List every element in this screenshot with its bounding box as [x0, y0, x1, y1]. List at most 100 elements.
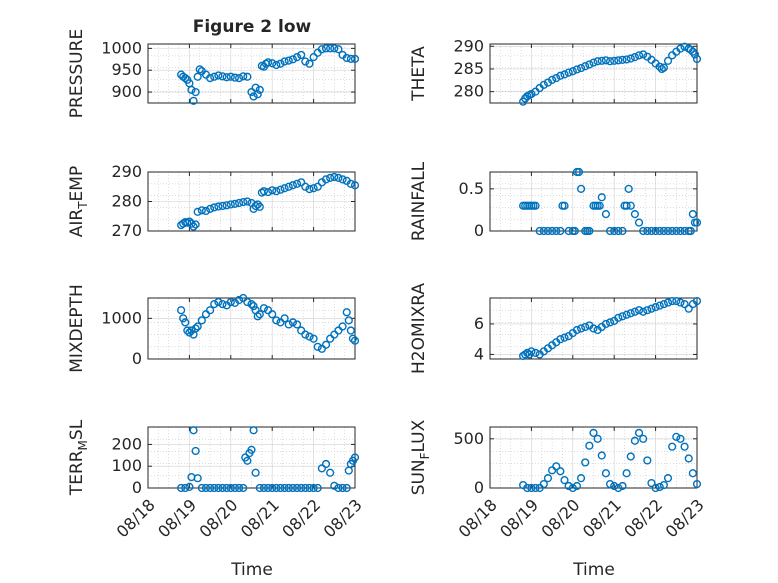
y-axis-label: SUNFLUX — [409, 419, 432, 495]
data-point — [330, 172, 339, 182]
data-point — [572, 481, 582, 491]
data-point — [659, 226, 668, 236]
data-point — [292, 320, 302, 329]
data-point — [249, 302, 258, 311]
data-point — [284, 182, 293, 191]
data-point — [663, 56, 673, 65]
data-point — [297, 483, 306, 493]
data-point — [189, 426, 198, 435]
data-point — [595, 201, 604, 210]
y-tick-label: 0.5 — [459, 179, 484, 198]
data-point — [177, 483, 186, 493]
data-point — [222, 73, 231, 82]
data-point — [201, 206, 211, 216]
data-point — [576, 63, 586, 73]
data-point — [309, 53, 318, 62]
data-point — [317, 45, 326, 54]
data-point — [214, 297, 223, 307]
data-point — [560, 476, 569, 485]
data-point — [284, 56, 293, 65]
data-point — [350, 453, 360, 462]
data-point — [251, 468, 260, 477]
data-point — [601, 469, 611, 478]
data-point — [206, 204, 215, 213]
data-point — [234, 483, 244, 493]
data-point — [655, 301, 664, 310]
data-point — [651, 303, 660, 312]
data-point — [268, 483, 277, 493]
data-point — [226, 483, 235, 493]
data-point — [288, 55, 298, 64]
data-point — [342, 308, 351, 317]
data-point — [630, 436, 640, 445]
data-point — [305, 59, 314, 68]
data-point — [521, 350, 530, 359]
data-point — [680, 442, 689, 451]
data-point — [297, 178, 306, 187]
data-point — [655, 62, 664, 71]
data-point — [201, 310, 211, 319]
data-point — [288, 318, 298, 327]
data-point — [263, 187, 273, 197]
data-point — [334, 483, 343, 493]
data-point — [564, 68, 573, 77]
data-point — [179, 314, 188, 323]
data-point — [253, 200, 262, 209]
data-point — [560, 70, 569, 79]
data-point — [543, 474, 553, 483]
axes-frame — [147, 297, 356, 360]
data-point — [297, 50, 306, 60]
y-axis-label: TERRMSL — [67, 419, 90, 496]
data-point — [585, 60, 594, 69]
data-point — [643, 306, 652, 315]
data-point — [523, 483, 532, 493]
data-point — [676, 434, 685, 443]
panel-rainfall: 0 0.5 RAINFALL — [409, 161, 702, 241]
data-point — [618, 481, 627, 491]
data-point — [531, 201, 540, 210]
data-point — [634, 218, 644, 227]
data-point — [572, 325, 582, 335]
data-point — [330, 330, 339, 339]
data-point — [659, 63, 668, 72]
panel-theta: 280 285 290 THETA — [409, 36, 702, 106]
y-tick-label: 900 — [111, 82, 142, 101]
data-point — [195, 65, 204, 74]
data-point — [626, 201, 635, 210]
y-axis-label: RAINFALL — [409, 161, 429, 241]
panel-air_temp: 270 280 290 AIRTEMP — [67, 162, 360, 240]
data-point — [626, 54, 635, 63]
data-point — [255, 85, 264, 94]
y-tick-label: 500 — [453, 429, 484, 448]
data-point — [338, 483, 347, 493]
data-point — [634, 428, 644, 438]
data-point — [659, 300, 668, 309]
data-point — [556, 226, 565, 236]
x-axis-label-right: Time — [572, 560, 615, 580]
data-point — [692, 54, 702, 64]
data-point — [292, 179, 302, 188]
data-point — [334, 326, 343, 335]
data-point — [576, 324, 586, 333]
data-point — [288, 483, 298, 493]
data-point — [234, 295, 244, 305]
y-tick-label: 1000 — [101, 308, 142, 327]
data-point — [614, 226, 623, 236]
data-point — [655, 482, 664, 492]
x-axis-label-left: Time — [230, 560, 273, 580]
data-point — [647, 226, 656, 236]
series-pressure — [177, 44, 360, 105]
y-tick-label: 1000 — [101, 38, 142, 57]
data-point — [572, 65, 582, 74]
data-point — [210, 483, 219, 493]
data-point — [639, 307, 648, 316]
data-point — [618, 226, 627, 236]
data-point — [301, 57, 310, 66]
data-point — [197, 206, 206, 215]
data-point — [234, 73, 244, 83]
data-point — [597, 56, 606, 65]
data-point — [535, 226, 544, 236]
series-mixdepth — [177, 293, 360, 353]
data-point — [552, 73, 561, 83]
